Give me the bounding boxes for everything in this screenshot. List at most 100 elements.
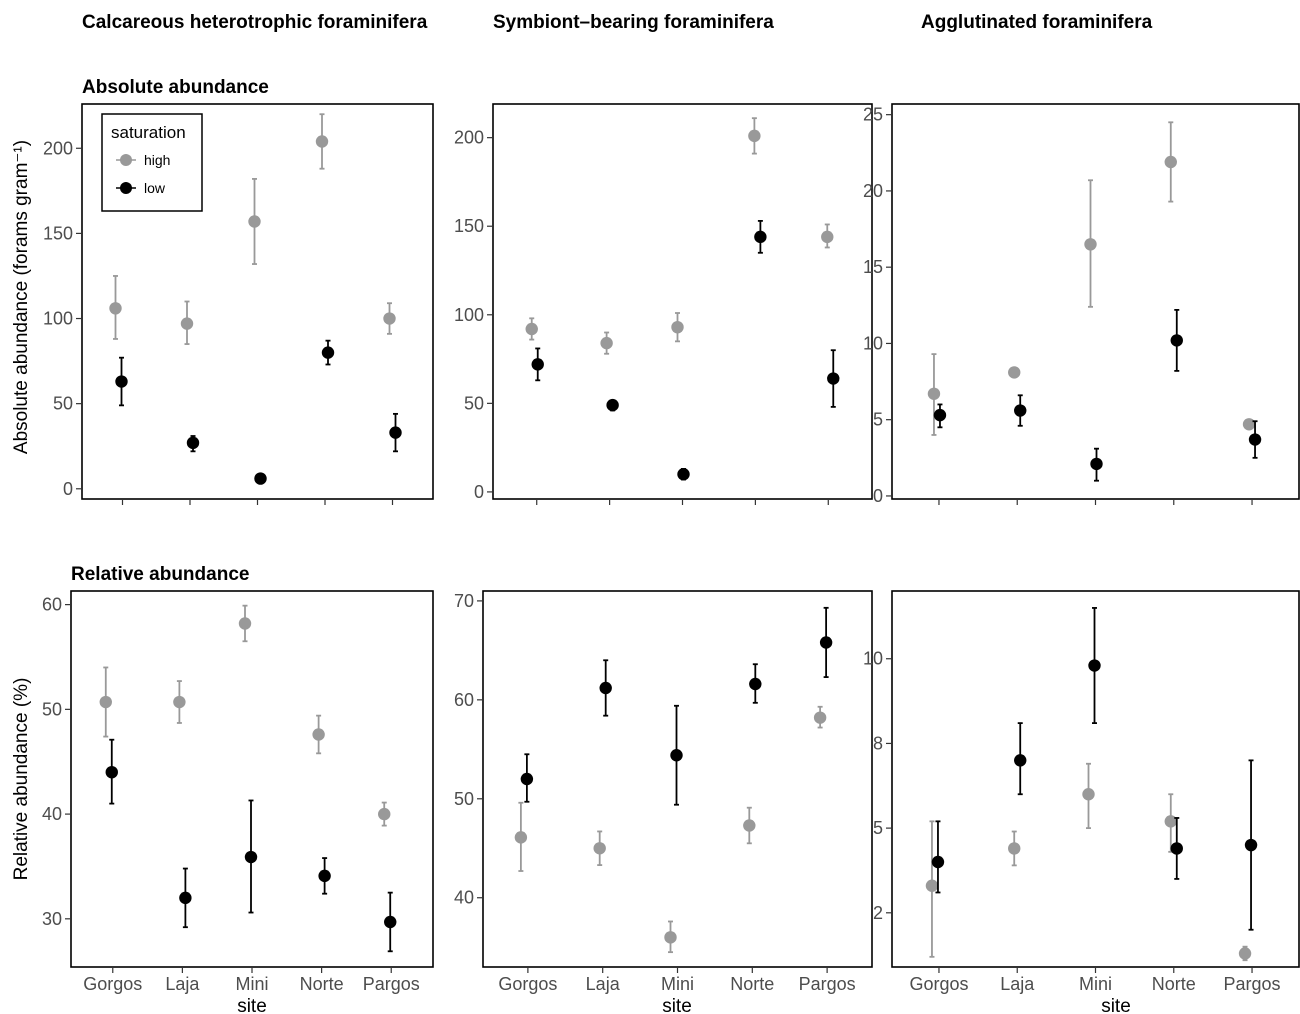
panel-6: 2 5 8 10 Gorgos Laja Mini Norte Pargos	[863, 590, 1300, 994]
point-high-pargos	[821, 230, 834, 244]
point-high-laja	[173, 695, 186, 709]
point-high-norte	[1164, 815, 1177, 828]
y-tick-label: 40	[454, 888, 474, 908]
x-tick-label: Norte	[1152, 974, 1196, 994]
x-tick-label: Gorgos	[498, 974, 557, 994]
panel-border	[482, 590, 873, 968]
point-high-gorgos	[525, 322, 538, 336]
x-tick-label: Mini	[661, 974, 694, 994]
y-tick-label: 8	[873, 733, 883, 753]
y-axis-title-absolute: Absolute abundance (forams gram⁻¹)	[11, 140, 32, 454]
y-tick-label: 200	[43, 138, 73, 158]
point-low-pargos	[1244, 838, 1258, 852]
point-high-laja	[1008, 366, 1021, 379]
point-low-norte	[321, 346, 335, 359]
y-tick-label: 60	[42, 595, 62, 615]
point-high-norte	[315, 135, 329, 148]
point-high-pargos	[378, 807, 391, 821]
x-axis-title-left: site	[237, 996, 267, 1014]
y-tick-label: 60	[454, 690, 474, 710]
point-high-mini	[664, 931, 677, 944]
chart-panels: 0501001502000501001502000510152025304050…	[42, 103, 1300, 994]
y-tick-label: 50	[464, 393, 484, 413]
point-low-gorgos	[105, 765, 118, 779]
y-tick-label: 150	[454, 216, 484, 236]
legend-low-label: low	[144, 180, 166, 196]
x-axis-title-middle: site	[662, 996, 692, 1014]
x-tick-label: Norte	[300, 974, 344, 994]
point-low-gorgos	[520, 772, 534, 786]
panel-border	[891, 103, 1300, 500]
column-title-calcareous: Calcareous heterotrophic foraminifera	[82, 12, 428, 33]
x-tick-label: Gorgos	[909, 974, 968, 994]
y-tick-label: 100	[43, 309, 73, 329]
panel-5: 40 50 60 70 Gorgos Laja Mini Norte Pargos	[454, 590, 873, 994]
panel-1: 0 50 100 150 200	[43, 103, 434, 505]
y-tick-label: 50	[42, 699, 62, 719]
point-low-norte	[318, 869, 331, 883]
y-tick-label: 20	[863, 181, 883, 201]
y-tick-label: 50	[53, 394, 73, 414]
point-high-gorgos	[99, 695, 112, 709]
y-tick-label: 15	[863, 257, 883, 277]
point-high-laja	[600, 336, 613, 350]
y-tick-label: 100	[454, 305, 484, 325]
point-high-norte	[1164, 155, 1177, 169]
point-high-mini	[248, 215, 261, 228]
x-tick-label: Laja	[1000, 974, 1035, 994]
point-high-pargos	[1238, 947, 1252, 960]
point-low-gorgos	[115, 375, 128, 388]
point-low-pargos	[384, 915, 397, 929]
point-high-gorgos	[927, 387, 941, 400]
legend-high-marker	[120, 154, 132, 166]
point-low-laja	[1014, 754, 1027, 767]
y-tick-label: 5	[873, 818, 883, 838]
point-low-laja	[606, 398, 619, 412]
point-low-mini	[677, 468, 690, 481]
point-low-laja	[599, 681, 612, 695]
x-tick-label: Mini	[1079, 974, 1112, 994]
point-low-pargos	[1248, 433, 1262, 446]
row-title-relative: Relative abundance	[71, 564, 249, 585]
x-tick-label: Gorgos	[83, 974, 142, 994]
y-tick-label: 2	[873, 903, 883, 923]
point-high-pargos	[813, 711, 827, 724]
y-tick-label: 10	[863, 333, 883, 353]
point-high-pargos	[383, 312, 396, 325]
point-high-gorgos	[925, 879, 939, 892]
x-tick-label: Pargos	[799, 974, 856, 994]
row-title-absolute: Absolute abundance	[82, 77, 269, 98]
y-tick-label: 0	[873, 486, 883, 506]
x-tick-label: Norte	[730, 974, 774, 994]
point-low-norte	[1170, 334, 1183, 347]
point-low-norte	[749, 677, 762, 691]
y-tick-label: 25	[863, 105, 883, 125]
point-low-gorgos	[933, 408, 947, 422]
point-high-norte	[743, 819, 756, 832]
point-low-norte	[1170, 842, 1183, 855]
y-axis-title-relative: Relative abundance (%)	[11, 678, 32, 881]
panel-3: 0 5 10 15 20 25	[863, 103, 1300, 506]
point-high-norte	[312, 728, 325, 741]
point-low-mini	[254, 472, 267, 485]
y-tick-label: 150	[43, 223, 73, 243]
legend-low-marker	[120, 182, 132, 194]
point-high-laja	[1008, 842, 1021, 855]
legend-title: saturation	[111, 123, 186, 142]
point-high-gorgos	[109, 302, 122, 315]
x-tick-label: Laja	[165, 974, 200, 994]
y-tick-label: 40	[42, 804, 62, 824]
x-tick-label: Mini	[235, 974, 268, 994]
point-low-laja	[179, 891, 192, 905]
point-high-mini	[238, 617, 252, 630]
point-low-laja	[1014, 404, 1027, 417]
column-title-symbiont: Symbiont–bearing foraminifera	[493, 12, 774, 33]
point-low-pargos	[827, 372, 840, 385]
panel-border	[70, 590, 434, 968]
x-axis-title-right: site	[1101, 996, 1131, 1014]
y-tick-label: 200	[454, 128, 484, 148]
point-low-pargos	[389, 426, 402, 439]
x-tick-label: Pargos	[363, 974, 420, 994]
point-low-mini	[670, 749, 683, 762]
